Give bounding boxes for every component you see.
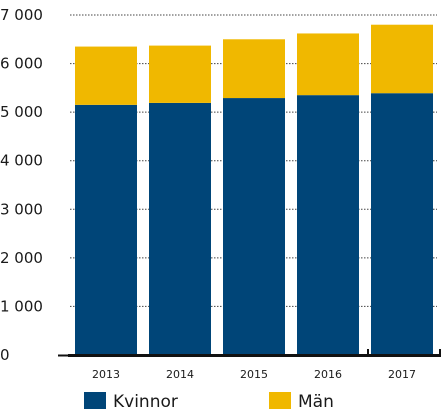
x-tick-label: 2016 xyxy=(314,368,342,381)
bar-kvinnor-2014 xyxy=(149,102,211,356)
legend-swatch-kvinnor xyxy=(84,392,106,409)
y-tick-label: 4 000 xyxy=(0,152,43,170)
bar-kvinnor-2015 xyxy=(223,98,285,356)
y-tick-label: 1 000 xyxy=(0,297,43,315)
x-axis: 2013 2014 2015 2016 2017 xyxy=(58,349,441,381)
legend: Kvinnor Män xyxy=(84,392,334,409)
legend-label-man: Män xyxy=(298,392,334,409)
x-tick-label: 2013 xyxy=(92,368,120,381)
x-tick-label: 2014 xyxy=(166,368,194,381)
x-tick-label: 2017 xyxy=(388,368,416,381)
bar-man-2014 xyxy=(149,45,211,103)
y-tick-label: 7 000 xyxy=(0,6,43,24)
bar-kvinnor-2017 xyxy=(371,93,433,355)
bar-man-2015 xyxy=(223,39,285,99)
bar-man-2016 xyxy=(297,33,359,96)
y-tick-label: 0 xyxy=(0,346,10,364)
bars xyxy=(75,24,433,356)
legend-swatch-man xyxy=(269,392,291,409)
bar-man-2017 xyxy=(371,24,433,94)
y-tick-label: 2 000 xyxy=(0,249,43,267)
legend-label-kvinnor: Kvinnor xyxy=(113,392,178,409)
bar-man-2013 xyxy=(75,46,137,105)
y-tick-label: 6 000 xyxy=(0,55,43,73)
y-axis: 0 1 000 2 000 3 000 4 000 5 000 6 000 7 000 xyxy=(0,6,43,364)
x-tick-label: 2015 xyxy=(240,368,268,381)
y-tick-label: 5 000 xyxy=(0,103,43,121)
y-tick-label: 3 000 xyxy=(0,200,43,218)
bar-kvinnor-2016 xyxy=(297,95,359,356)
bar-kvinnor-2013 xyxy=(75,104,137,355)
